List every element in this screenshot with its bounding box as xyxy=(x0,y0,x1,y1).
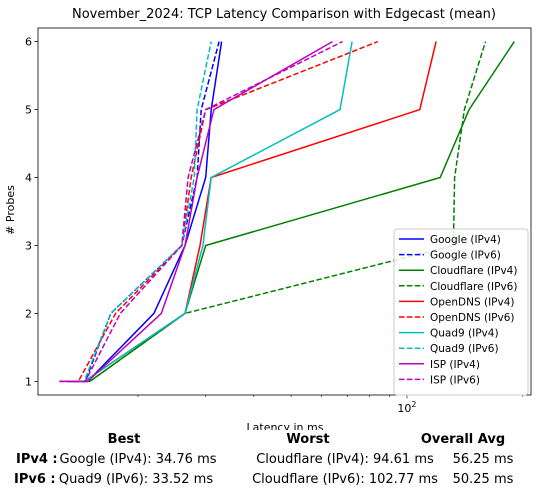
y-tick-label-1: 1 xyxy=(25,375,32,388)
series-line-5 xyxy=(72,42,378,382)
y-tick-label-4: 4 xyxy=(25,172,32,185)
worst-ipv6: Cloudflare (IPv6): 102.77 ms xyxy=(252,472,438,487)
summary-table: Best Worst Overall Avg IPv4 : Google (IP… xyxy=(0,430,541,494)
series-line-0 xyxy=(72,42,221,382)
row-label-ipv6: IPv6 : xyxy=(14,472,56,487)
legend-label-3: Cloudflare (IPv6) xyxy=(430,281,517,293)
legend-label-5: OpenDNS (IPv6) xyxy=(430,312,515,324)
legend-label-6: Quad9 (IPv4) xyxy=(430,328,499,340)
header-overall-avg: Overall Avg xyxy=(421,432,505,447)
series-line-9 xyxy=(59,42,342,382)
latency-chart: November_2024: TCP Latency Comparison wi… xyxy=(0,0,541,430)
legend-label-0: Google (IPv4) xyxy=(430,234,501,246)
series-line-1 xyxy=(72,42,219,382)
legend-label-1: Google (IPv6) xyxy=(430,250,501,262)
y-tick-label-3: 3 xyxy=(25,239,32,252)
chart-title: November_2024: TCP Latency Comparison wi… xyxy=(72,7,496,22)
series-line-4 xyxy=(66,42,436,382)
row-label-ipv4: IPv4 : xyxy=(16,452,58,467)
y-tick-label-5: 5 xyxy=(25,104,32,117)
header-best: Best xyxy=(108,432,141,447)
avg-ipv6: 50.25 ms xyxy=(453,472,514,487)
legend-label-4: OpenDNS (IPv4) xyxy=(430,296,515,308)
x-tick-label-100: 102 xyxy=(397,400,416,415)
avg-ipv4: 56.25 ms xyxy=(453,452,514,467)
worst-ipv4: Cloudflare (IPv4): 94.61 ms xyxy=(256,452,434,467)
legend-label-8: ISP (IPv4) xyxy=(430,359,480,371)
best-ipv4: Google (IPv4): 34.76 ms xyxy=(59,452,216,467)
best-ipv6: Quad9 (IPv6): 33.52 ms xyxy=(59,472,213,487)
legend-label-9: ISP (IPv6) xyxy=(430,374,480,386)
header-worst: Worst xyxy=(286,432,329,447)
legend: Google (IPv4) Google (IPv6) Cloudflare (IP… xyxy=(394,229,528,395)
x-axis-label: Latency in ms xyxy=(247,421,324,430)
y-tick-label-6: 6 xyxy=(25,36,32,49)
legend-label-2: Cloudflare (IPv4) xyxy=(430,265,517,277)
y-tick-label-2: 2 xyxy=(25,307,32,320)
legend-label-7: Quad9 (IPv6) xyxy=(430,343,499,355)
y-axis-label: # Probes xyxy=(4,185,17,235)
